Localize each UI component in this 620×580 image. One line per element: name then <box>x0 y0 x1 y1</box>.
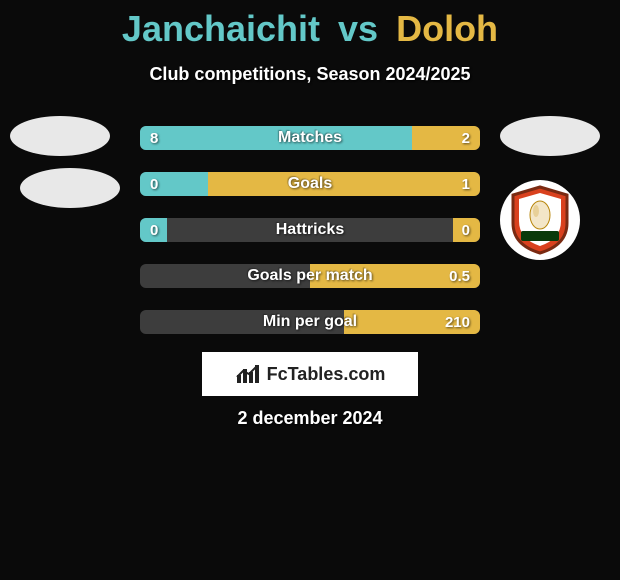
bar-value-right: 0 <box>462 218 470 242</box>
title-player2: Doloh <box>396 8 498 49</box>
bar-value-right: 2 <box>462 126 470 150</box>
bar-label: Matches <box>140 126 480 150</box>
bar-label: Goals <box>140 172 480 196</box>
bar-row: Goals per match0.5 <box>140 264 480 288</box>
comparison-bars: Matches82Goals01Hattricks00Goals per mat… <box>140 126 480 356</box>
club-ellipse-right <box>500 116 600 156</box>
bar-row: Min per goal210 <box>140 310 480 334</box>
bar-value-right: 210 <box>445 310 470 334</box>
club-ellipse-left-1 <box>10 116 110 156</box>
subtitle: Club competitions, Season 2024/2025 <box>0 64 620 85</box>
club-badge-right <box>500 180 580 260</box>
bar-value-left: 0 <box>150 218 158 242</box>
bar-value-right: 1 <box>462 172 470 196</box>
page-title: Janchaichit vs Doloh <box>0 0 620 50</box>
bar-value-left: 8 <box>150 126 158 150</box>
root: Janchaichit vs Doloh Club competitions, … <box>0 0 620 580</box>
bar-label: Goals per match <box>140 264 480 288</box>
bar-label: Min per goal <box>140 310 480 334</box>
bar-row: Goals0 1 <box>140 172 480 196</box>
bar-row: Hattricks0 0 <box>140 218 480 242</box>
watermark: FcTables.com <box>202 352 418 396</box>
club-ellipse-left-2 <box>20 168 120 208</box>
bar-value-right: 0.5 <box>449 264 470 288</box>
bar-label: Hattricks <box>140 218 480 242</box>
bar-row: Matches8 2 <box>140 126 480 150</box>
bars-icon <box>235 363 261 385</box>
shield-icon <box>509 185 571 255</box>
title-vs: vs <box>338 8 378 49</box>
watermark-text: FcTables.com <box>267 364 386 385</box>
date-label: 2 december 2024 <box>0 408 620 429</box>
title-player1: Janchaichit <box>122 8 320 49</box>
bar-value-left: 0 <box>150 172 158 196</box>
